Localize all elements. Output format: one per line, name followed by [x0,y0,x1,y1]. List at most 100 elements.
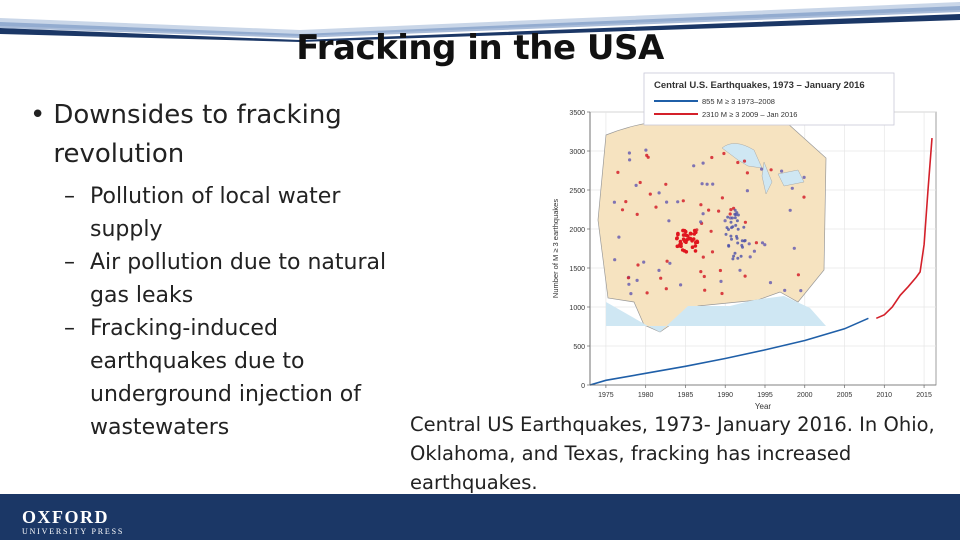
quake-dot [620,208,625,212]
x-tick-label: 2010 [877,392,893,399]
quake-dot [692,164,696,168]
quake-dot [690,245,695,249]
quake-dot [743,274,747,278]
quake-dot [644,148,648,152]
quake-dot [627,282,631,286]
quake-dot [734,213,738,217]
quake-dot [730,237,733,241]
sub-bullet-text: Air pollution due to natural gas leaks [90,250,387,308]
quake-dot [717,209,721,213]
quake-dot [725,226,729,230]
quake-dot [720,291,724,296]
data-series [589,138,933,386]
quake-dot [796,273,800,277]
quake-dot [642,260,646,264]
x-tick-label: 1990 [717,392,733,399]
x-tick-label: 1980 [638,392,654,399]
quake-dot [742,225,746,229]
quake-dot [699,203,703,207]
quake-dot [735,234,738,238]
quake-dot [665,259,669,263]
x-tick-label: 1975 [598,392,614,399]
quake-dot [726,215,730,219]
quake-dot [645,153,649,157]
quake-dot [788,208,792,212]
quake-dot [745,171,749,175]
quake-dot [681,233,686,237]
quake-dot [638,180,642,185]
dash-icon: – [64,316,75,341]
oxford-logo-text: OXFORD [22,507,109,527]
quake-dot [654,205,658,209]
quake-dot [790,186,794,190]
quake-dot [743,220,747,224]
quake-dot [665,200,669,204]
quake-dot [736,241,740,245]
footer-bar [0,494,960,540]
quake-dot [729,220,733,224]
central-us-map-inset [597,118,827,333]
quake-dot [679,283,683,287]
quake-dot [780,169,784,173]
figure-caption: Central US Earthquakes, 1973- January 20… [410,413,935,494]
bullet-main-text: Downsides to fracking revolution [53,100,342,169]
quake-dot [616,170,620,174]
quake-dot [729,208,733,212]
quake-dot [689,231,693,236]
quake-dot [693,240,698,245]
quake-dot [720,196,724,200]
quake-dot [648,192,652,196]
quake-dot [692,228,697,233]
quake-dot [731,257,735,261]
quake-dot [736,227,740,231]
quake-dot [635,278,639,282]
quake-dot [707,208,711,212]
y-tick-label: 1500 [569,266,585,273]
quake-dot [738,268,742,272]
y-tick-label: 3000 [569,149,585,156]
quake-dot [701,161,705,165]
y-tick-label: 0 [581,383,585,390]
quake-dot [743,239,747,242]
quake-dot [733,208,737,212]
quake-dot [699,220,703,224]
quake-dot [760,241,765,245]
quake-dot [681,199,685,203]
bullet-main: • Downsides to fracking revolution [30,96,410,174]
quake-dot [728,212,732,216]
quake-dot [732,254,736,258]
x-tick-label: 2015 [916,392,932,399]
y-axis-label: Number of M ≥ 3 earthquakes [551,199,560,298]
quake-dot [760,167,764,171]
great-lakes [721,143,805,195]
sub-bullet: – Pollution of local water supply [64,180,410,246]
quake-dot [612,200,616,204]
legend-label-blue: 855 M ≥ 3 1973–2008 [702,97,775,106]
y-tick-label: 1000 [569,305,585,312]
chart-title: Central U.S. Earthquakes, 1973 – January… [654,80,865,91]
quake-dot [731,225,735,229]
quake-dot [802,175,806,179]
x-tick-label: 1985 [678,392,694,399]
map-water [606,296,826,332]
quake-dot [626,276,630,280]
quake-dot [668,261,672,265]
quake-dot [769,168,773,172]
quake-dot [768,281,773,285]
quake-dot [679,242,683,246]
dash-icon: – [64,250,75,275]
quake-dot [628,158,632,162]
quake-dot [745,189,749,193]
x-tick-label: 1995 [757,392,773,399]
dash-icon: – [64,184,75,209]
quake-dot [735,219,739,223]
quake-dot [634,183,638,187]
quake-dot [705,182,709,186]
x-axis-label: Year [755,402,772,411]
quake-dot [691,237,696,241]
university-press-text: UNIVERSITY PRESS [22,527,125,536]
quake-dot [710,250,715,254]
quake-dot [722,151,726,156]
quake-dot [627,151,631,155]
quake-dot [711,182,715,186]
